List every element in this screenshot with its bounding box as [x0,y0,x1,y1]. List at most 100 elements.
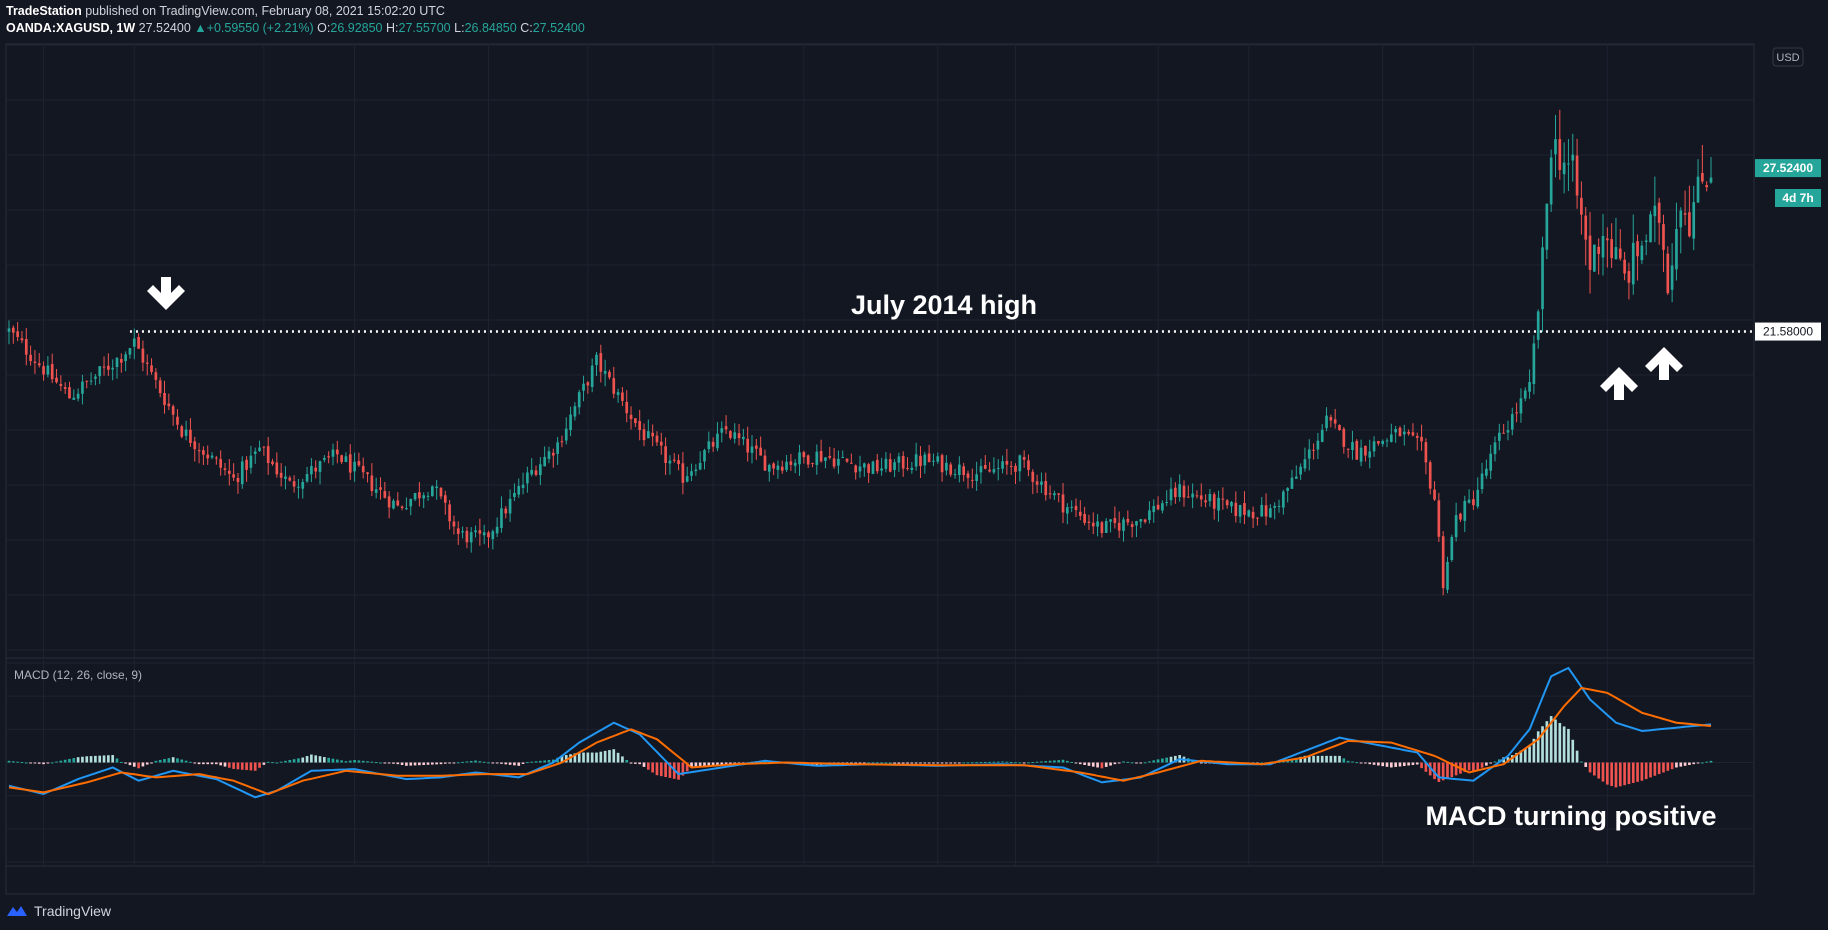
macd-histogram-bar [634,762,637,764]
macd-histogram-bar [1433,762,1436,780]
candle-body [232,474,235,478]
candle-body [1575,155,1579,196]
candle-body [150,365,153,372]
candle-body [1273,505,1277,508]
candle-body [284,476,287,480]
candle-body [266,446,270,464]
macd-histogram-bar [1333,755,1337,763]
candle-body [1018,455,1022,472]
macd-histogram-bar [400,762,404,765]
macd-histogram-bar [223,762,227,767]
candle-body [1109,519,1112,522]
macd-histogram-bar [396,762,400,765]
candle-body [94,376,97,379]
candle-body [314,467,318,472]
macd-histogram-bar [1467,762,1471,771]
macd-histogram-bar [1204,762,1207,764]
signal-line [8,686,1712,796]
candle-body [789,461,793,465]
currency-badge[interactable] [1772,47,1804,67]
macd-histogram-bar [128,762,132,766]
arrow-down-icon[interactable] [147,277,185,310]
macd-histogram-bar [1355,762,1359,764]
macd-positive-annotation[interactable]: MACD turning positive [1426,801,1717,831]
candle-body [888,459,892,472]
candle-body [1243,503,1246,515]
tradingview-footer[interactable]: TradingView [6,903,111,919]
candle-body [1528,382,1531,392]
macd-histogram-bar [625,760,629,763]
candle-body [1377,441,1380,444]
candle-body [975,474,978,482]
macd-histogram-bar [1290,758,1294,763]
candle-body [1282,491,1285,508]
candle-body [124,354,127,362]
candle-body [1104,521,1108,534]
candle-body [1398,427,1402,437]
candle-body [949,464,953,475]
candle-body [1709,177,1713,183]
macd-histogram-bar [1528,746,1531,763]
macd-histogram-bar [1523,748,1527,763]
macd-histogram-bar [1580,761,1583,763]
candle-body [1644,240,1648,242]
macd-histogram-bar [1100,762,1104,769]
candle-body [1402,431,1406,435]
candle-body [1649,214,1652,243]
macd-histogram-bar [953,762,957,764]
macd-histogram-bar [258,762,261,768]
candle-body [1083,513,1086,523]
candle-body [1247,510,1251,517]
arrow-up-icon[interactable] [1645,347,1683,380]
price-change: +0.59550 (+2.21%) [206,21,314,35]
candle-body [171,406,175,415]
macd-histogram-bar [970,762,974,764]
candle-body [1415,435,1419,438]
candle-body [564,428,568,441]
macd-histogram-bar [1562,726,1566,763]
arrow-up-icon[interactable] [1600,367,1638,400]
candle-body [1476,489,1480,507]
candle-body [1636,241,1639,257]
macd-histogram-bar [1074,762,1078,764]
candle-body [1078,511,1082,516]
candle-body [353,461,356,472]
macd-histogram-bar [1044,761,1048,763]
publisher-name[interactable]: TradeStation [6,4,82,18]
macd-histogram-bar [862,762,866,764]
symbol-label[interactable]: OANDA:XAGUSD, 1W [6,21,136,35]
macd-histogram-bar [1009,761,1013,763]
candle-body [1294,476,1298,479]
ohlc-legend: OANDA:XAGUSD, 1W 27.52400 ▲+0.59550 (+2.… [6,21,585,35]
candle-body [979,466,983,473]
candle-body [638,421,642,431]
candle-body [1567,163,1570,165]
macd-histogram-bar [348,760,352,763]
july-2014-high-annotation[interactable]: July 2014 high [851,290,1037,320]
macd-histogram-bar [1070,761,1074,763]
macd-histogram-bar [1485,762,1488,766]
macd-histogram-bar [1035,761,1039,763]
candle-body [724,426,728,430]
macd-histogram-bar [461,761,464,763]
candle-body [914,454,918,467]
candle-body [906,467,909,469]
macd-legend[interactable]: MACD (12, 26, close, 9) [14,668,142,682]
macd-histogram-bar [24,762,28,764]
macd-histogram-bar [716,762,719,766]
candle-body [962,466,966,476]
candle-body [875,459,879,472]
candle-body [867,464,870,473]
candle-body [1562,162,1566,175]
candle-body [223,468,227,470]
macd-histogram-bar [1644,762,1648,780]
candle-body [1510,414,1514,430]
macd-histogram-bar [16,761,19,763]
macd-histogram-bar [1437,762,1441,782]
macd-histogram-bar [357,760,361,763]
candle-body [137,337,140,349]
candle-body [202,450,205,455]
macd-histogram-bar [1368,762,1372,765]
macd-histogram-bar [478,761,482,763]
